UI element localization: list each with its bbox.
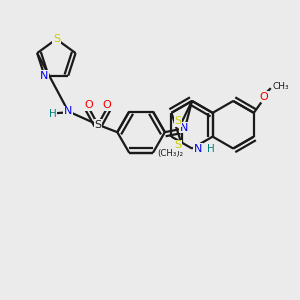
Text: N: N — [194, 143, 202, 154]
Text: N: N — [64, 106, 73, 116]
Text: S: S — [53, 34, 60, 44]
Text: S: S — [175, 116, 182, 126]
Text: H: H — [207, 143, 214, 154]
Text: N: N — [180, 123, 188, 133]
Text: O: O — [260, 92, 268, 101]
Text: H: H — [49, 109, 57, 119]
Text: O: O — [103, 100, 111, 110]
Text: CH₃: CH₃ — [272, 82, 289, 91]
Text: O: O — [85, 100, 93, 110]
Text: S: S — [94, 120, 101, 130]
Text: N: N — [40, 71, 49, 81]
Text: S: S — [175, 140, 182, 150]
Text: (CH₃)₂: (CH₃)₂ — [157, 148, 183, 158]
